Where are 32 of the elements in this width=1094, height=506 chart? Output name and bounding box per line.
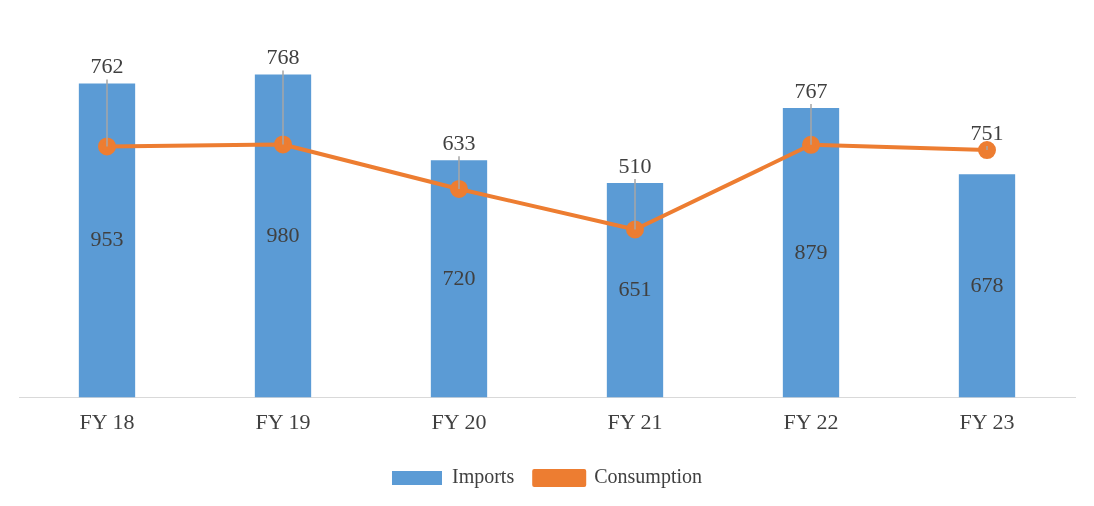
data-label: 510: [618, 152, 652, 178]
data-label: 678: [970, 271, 1004, 297]
x-tick-label: FY 21: [607, 408, 663, 434]
bar: [430, 160, 488, 398]
point: [978, 141, 996, 160]
x-tick-label: FY 23: [959, 408, 1015, 434]
data-label: 879: [794, 238, 828, 264]
bar: [254, 74, 312, 398]
data-label: 768: [266, 44, 300, 70]
bar: [606, 183, 664, 398]
bar: [782, 107, 840, 398]
point: [274, 135, 292, 154]
point: [626, 220, 644, 239]
x-tick-label: FY 20: [431, 408, 487, 434]
legend-label: Imports: [452, 465, 515, 489]
data-label: 651: [618, 276, 652, 302]
point: [450, 179, 468, 198]
data-label: 720: [442, 264, 476, 290]
point: [802, 135, 820, 154]
bar: [78, 83, 136, 398]
data-label: 633: [442, 130, 476, 156]
data-label: 980: [266, 221, 300, 247]
data-label: 762: [90, 53, 124, 79]
x-tick-label: FY 19: [255, 408, 311, 434]
bar: [958, 174, 1016, 398]
data-label: 751: [970, 119, 1004, 145]
x-tick-label: FY 18: [79, 408, 135, 434]
point: [98, 137, 116, 156]
x-tick-label: FY 22: [783, 408, 839, 434]
data-label: 767: [794, 77, 828, 103]
legend-label: Consumption: [594, 465, 703, 489]
data-label: 953: [90, 226, 124, 252]
